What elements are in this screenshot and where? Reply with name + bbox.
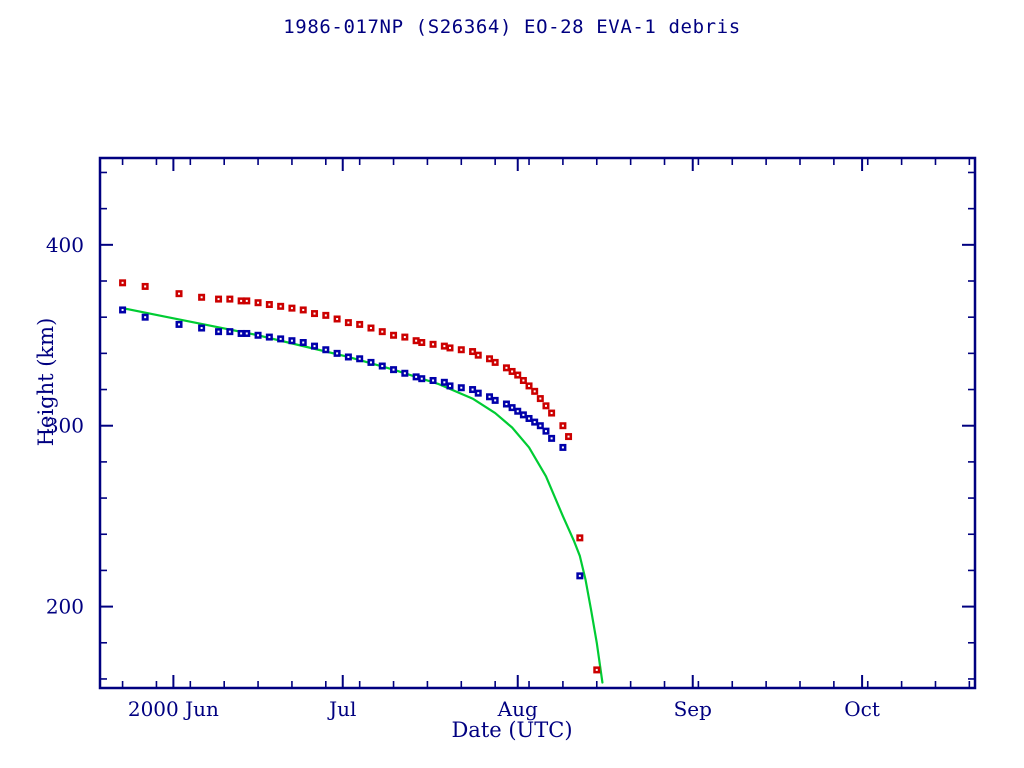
svg-text:Jul: Jul xyxy=(327,697,356,721)
svg-text:400: 400 xyxy=(46,233,84,257)
model-line-series xyxy=(121,307,604,684)
chart-title: 1986-017NP (S26364) EO-28 EVA-1 debris xyxy=(283,16,741,38)
x-axis-ticks xyxy=(121,158,971,688)
svg-text:Aug: Aug xyxy=(497,697,538,721)
plot-frame xyxy=(98,156,977,690)
y-axis-ticks xyxy=(100,171,975,680)
svg-text:2000 Jun: 2000 Jun xyxy=(128,697,219,721)
perigee-series-markers xyxy=(119,306,584,580)
y-axis-tick-labels: 200 300 400 xyxy=(46,233,84,619)
svg-text:Oct: Oct xyxy=(844,697,880,721)
apogee-series-markers xyxy=(119,279,601,674)
svg-text:200: 200 xyxy=(46,595,84,619)
x-axis-title: Date (UTC) xyxy=(451,718,573,742)
y-axis-title: Height (km) xyxy=(34,317,58,447)
svg-text:300: 300 xyxy=(46,414,84,438)
x-axis-tick-labels: 2000 Jun Jul Aug Sep Oct xyxy=(128,697,880,721)
svg-text:Sep: Sep xyxy=(674,697,712,721)
